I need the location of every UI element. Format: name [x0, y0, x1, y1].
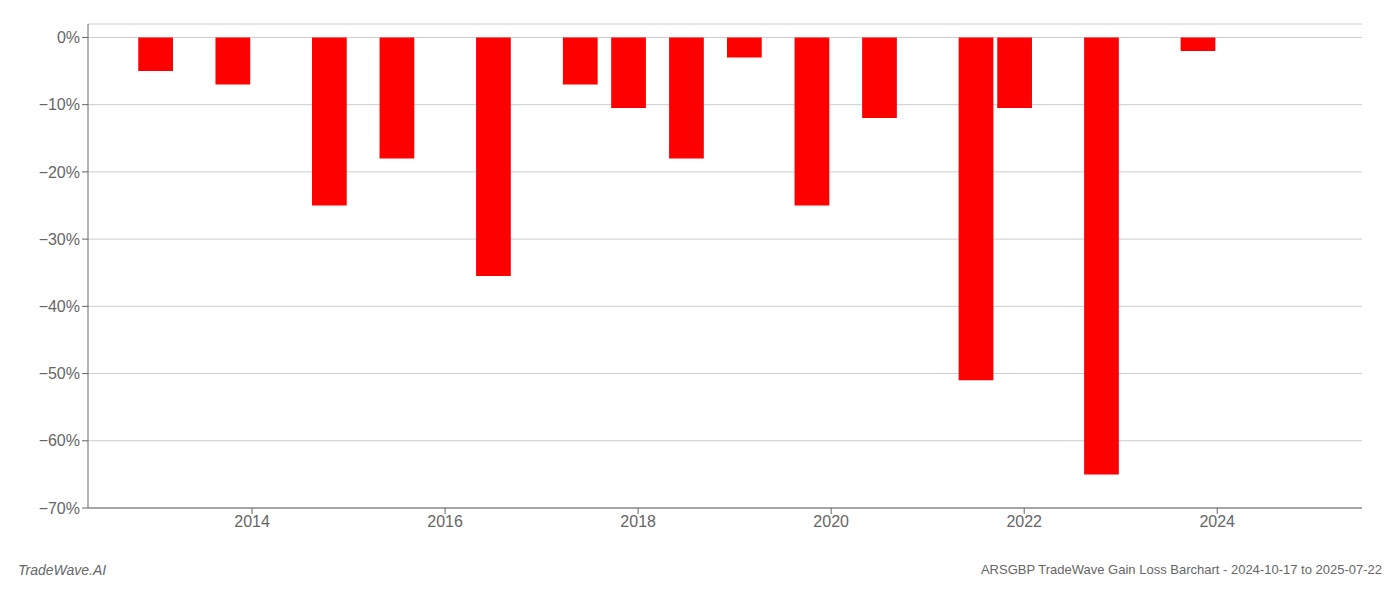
svg-text:2022: 2022 — [1006, 513, 1042, 530]
svg-text:−70%: −70% — [39, 500, 80, 517]
svg-text:2016: 2016 — [427, 513, 463, 530]
svg-text:−20%: −20% — [39, 164, 80, 181]
svg-text:−40%: −40% — [39, 298, 80, 315]
html-text:ARSGBP TradeWave Gain Loss Bar: ARSGBP TradeWave Gain Loss Barchart - 20… — [980, 562, 1382, 577]
svg-text:−30%: −30% — [39, 231, 80, 248]
svg-text:2020: 2020 — [813, 513, 849, 530]
html-text:TradeWave.AI: TradeWave.AI — [18, 562, 107, 578]
svg-text:−60%: −60% — [39, 432, 80, 449]
svg-text:2014: 2014 — [234, 513, 270, 530]
svg-text:−50%: −50% — [39, 365, 80, 382]
svg-text:−10%: −10% — [39, 96, 80, 113]
svg-text:2024: 2024 — [1199, 513, 1235, 530]
svg-text:2018: 2018 — [620, 513, 656, 530]
svg-text:0%: 0% — [57, 29, 80, 46]
